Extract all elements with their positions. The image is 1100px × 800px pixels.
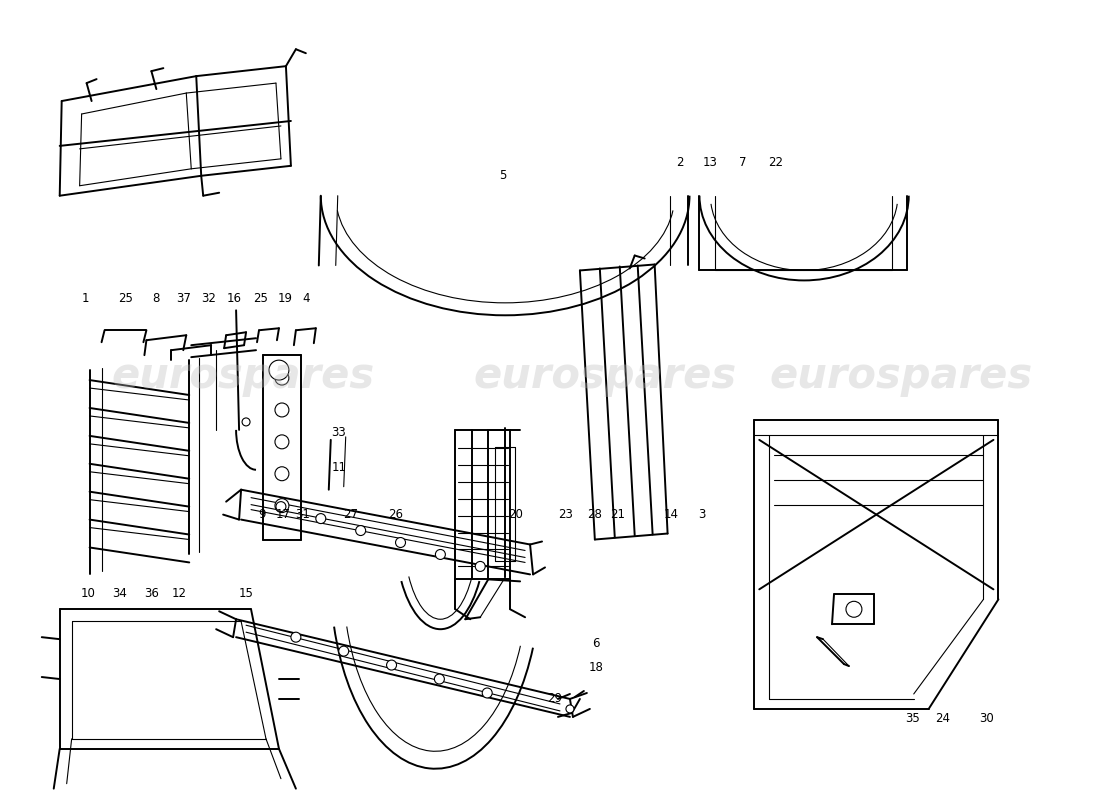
Text: 17: 17 [275, 508, 290, 521]
Text: 21: 21 [610, 508, 625, 521]
Circle shape [270, 360, 289, 380]
Text: eurospares: eurospares [473, 355, 736, 397]
Circle shape [275, 466, 289, 481]
Text: 3: 3 [697, 508, 705, 521]
Circle shape [386, 660, 396, 670]
Circle shape [290, 632, 301, 642]
Text: 26: 26 [388, 508, 403, 521]
Text: 7: 7 [738, 156, 746, 170]
Text: 20: 20 [508, 508, 522, 521]
Circle shape [475, 562, 485, 571]
Circle shape [275, 498, 289, 513]
Text: 29: 29 [548, 693, 562, 706]
Circle shape [275, 403, 289, 417]
Text: eurospares: eurospares [769, 355, 1032, 397]
Text: 12: 12 [172, 587, 187, 600]
Text: 33: 33 [331, 426, 346, 439]
Text: 19: 19 [277, 292, 293, 305]
Circle shape [339, 646, 349, 656]
Text: 2: 2 [675, 156, 683, 170]
Text: 24: 24 [935, 712, 950, 726]
Text: 14: 14 [664, 508, 679, 521]
Text: 22: 22 [768, 156, 783, 170]
Text: 13: 13 [703, 156, 718, 170]
Text: 31: 31 [296, 508, 310, 521]
Text: 9: 9 [258, 508, 266, 521]
Circle shape [434, 674, 444, 684]
Text: 23: 23 [559, 508, 573, 521]
Text: 28: 28 [587, 508, 603, 521]
Circle shape [276, 502, 286, 512]
Text: 25: 25 [118, 292, 133, 305]
Text: 37: 37 [176, 292, 190, 305]
Circle shape [275, 435, 289, 449]
Text: 5: 5 [499, 170, 507, 182]
Circle shape [846, 602, 862, 618]
Text: 1: 1 [81, 292, 89, 305]
Text: 4: 4 [302, 292, 309, 305]
Text: 27: 27 [343, 508, 359, 521]
Circle shape [396, 538, 406, 547]
Text: 35: 35 [905, 712, 920, 726]
Circle shape [355, 526, 365, 535]
Text: 16: 16 [227, 292, 242, 305]
Text: eurospares: eurospares [111, 355, 375, 397]
Text: 15: 15 [239, 587, 253, 600]
Circle shape [436, 550, 446, 559]
Text: 32: 32 [201, 292, 216, 305]
Text: 8: 8 [153, 292, 161, 305]
Text: 18: 18 [588, 661, 603, 674]
Text: 6: 6 [592, 637, 600, 650]
Circle shape [316, 514, 326, 523]
Text: 36: 36 [144, 587, 158, 600]
Circle shape [242, 418, 250, 426]
Text: 11: 11 [331, 462, 346, 474]
Circle shape [565, 705, 574, 713]
Text: 30: 30 [979, 712, 994, 726]
Circle shape [482, 688, 492, 698]
Circle shape [275, 371, 289, 385]
Text: 10: 10 [80, 587, 95, 600]
Text: 25: 25 [254, 292, 268, 305]
Text: 34: 34 [112, 587, 126, 600]
